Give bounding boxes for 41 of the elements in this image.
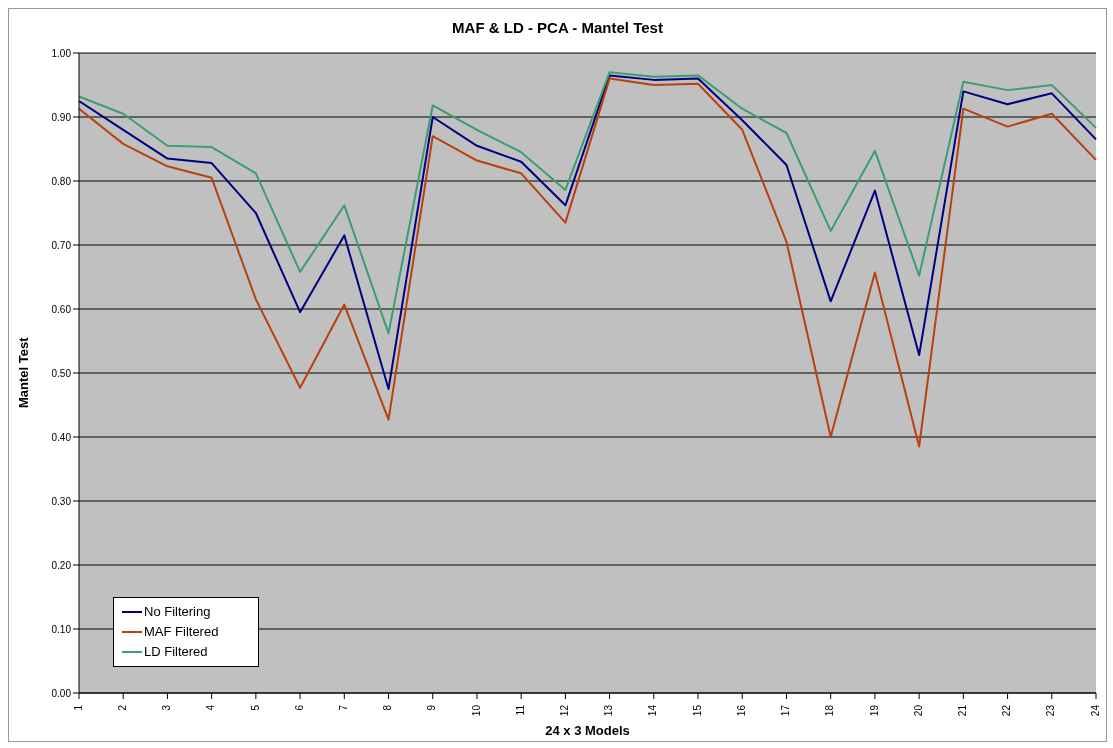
y-tick-label: 0.40 (51, 431, 72, 443)
x-tick-label: 5 (249, 704, 261, 711)
y-tick-label: 0.90 (51, 111, 72, 123)
x-tick-label: 13 (603, 704, 615, 717)
y-tick-label: 0.70 (51, 239, 72, 251)
legend-label: LD Filtered (144, 643, 208, 661)
x-tick-label: 22 (1001, 704, 1013, 717)
x-tick-label: 3 (161, 704, 173, 711)
x-tick-label: 9 (426, 704, 438, 711)
x-tick-label: 17 (780, 704, 792, 717)
x-tick-label: 18 (824, 704, 836, 717)
x-tick-label: 4 (205, 704, 217, 711)
x-tick-label: 24 (1089, 704, 1101, 717)
x-tick-label: 7 (337, 704, 349, 711)
y-tick-label: 0.80 (51, 175, 72, 187)
y-tick-label: 0.20 (51, 559, 72, 571)
x-tick-label: 10 (470, 704, 482, 717)
y-tick-label: 0.60 (51, 303, 72, 315)
y-axis-title: Mantel Test (15, 336, 31, 408)
x-tick-label: 12 (559, 704, 571, 717)
x-tick-label: 19 (868, 704, 880, 717)
y-tick-label: 0.00 (51, 687, 72, 699)
x-tick-label: 23 (1045, 704, 1057, 717)
x-tick-label: 20 (912, 704, 924, 717)
x-tick-label: 16 (735, 704, 747, 717)
x-tick-label: 6 (293, 704, 305, 711)
x-tick-label: 1 (72, 704, 84, 711)
x-tick-label: 11 (514, 704, 526, 716)
legend-label: MAF Filtered (144, 623, 219, 641)
legend-label: No Filtering (144, 603, 211, 621)
x-tick-label: 14 (647, 704, 659, 717)
y-tick-label: 0.30 (51, 495, 72, 507)
y-tick-label: 1.00 (51, 47, 72, 59)
x-tick-label: 15 (691, 704, 703, 717)
chart-title: MAF & LD - PCA - Mantel Test (451, 18, 664, 38)
x-tick-label: 21 (956, 704, 968, 717)
y-tick-label: 0.10 (51, 623, 72, 635)
y-tick-label: 0.50 (51, 367, 72, 379)
x-axis-title: 24 x 3 Models (545, 723, 630, 738)
x-tick-label: 2 (116, 704, 128, 711)
x-tick-label: 8 (382, 704, 394, 711)
